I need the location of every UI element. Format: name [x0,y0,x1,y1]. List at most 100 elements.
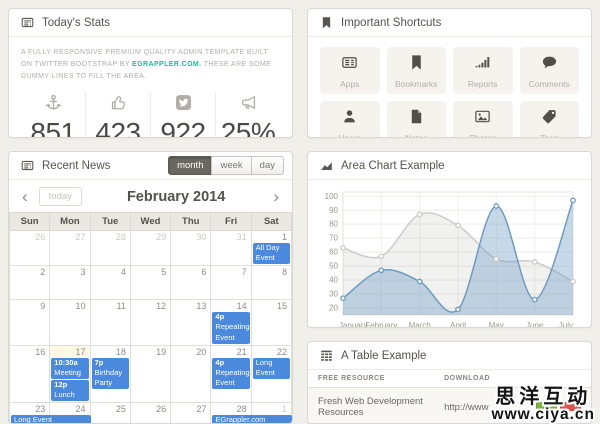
day-number: 1 [281,404,287,415]
day-number: 9 [40,301,46,312]
calendar-day-cell[interactable]: 21 4p Repeating Event [210,344,252,404]
calendar-day-cell[interactable]: 11 [89,299,131,346]
calendar-event[interactable]: 4p Repeating Event [212,312,250,344]
shortcut-reports[interactable]: Reports [453,47,513,94]
calendar-day-cell[interactable]: 26 [129,402,172,423]
chevron-right-icon[interactable]: › [273,187,279,206]
calendar-day-cell[interactable]: 23 Long Event [9,402,91,423]
green-action-button[interactable] [536,402,557,412]
calendar-event[interactable]: Long Event [11,415,91,423]
calendar-day-cell[interactable]: 22 Long Event [250,344,292,404]
calendar-day-cell[interactable]: 20 [170,344,212,404]
day-header: Fri [210,212,252,231]
calendar-event[interactable]: 10:30a Meeting [51,357,89,379]
svg-text:60: 60 [329,248,338,257]
stat-cell: 922 [151,91,216,138]
day-number: 15 [276,301,287,312]
stat-value: 922 [160,116,206,138]
shortcut-label: Bookmarks [394,79,438,89]
shortcut-apps[interactable]: Apps [320,47,380,94]
calendar-day-cell[interactable]: 28 [89,229,131,267]
calendar-day-cell[interactable]: 4 [89,265,131,301]
day-number: 20 [196,346,207,357]
day-number: 2 [40,267,46,278]
calendar-day-cell[interactable]: 28 EGrappler.com [210,402,292,423]
calendar-day-cell[interactable]: 14 4p Repeating Event [210,299,252,346]
calendar-day-cell[interactable]: 6 [170,265,212,301]
calendar-event[interactable]: 4p Repeating Event [212,357,250,389]
svg-text:January: January [339,321,367,328]
svg-text:February: February [365,321,397,328]
calendar-day-cell[interactable]: 27 [49,229,91,267]
day-number: 24 [75,404,86,415]
view-button-month[interactable]: month [168,156,213,175]
calendar-day-cell[interactable]: 29 [129,229,172,267]
calendar-day-cell[interactable]: 10 [49,299,91,346]
view-button-week[interactable]: week [211,156,252,175]
calendar-day-cell[interactable]: 15 [250,299,292,346]
day-number: 27 [75,232,86,242]
shortcut-users[interactable]: Users [320,101,380,137]
calendar-day-cell[interactable]: 2 [9,265,51,301]
shortcut-photos[interactable]: Photos [453,101,513,137]
calendar-day-cell[interactable]: 5 [129,265,172,301]
calendar-event[interactable]: 7p Birthday Party [91,357,129,389]
calendar-day-cell[interactable]: 25 [89,402,131,423]
calendar-day-cell[interactable]: 8 [250,265,292,301]
left-column: Today's Stats A fully responsive premium… [8,8,293,424]
shortcut-comments[interactable]: Comments [519,47,579,94]
recent-news-panel: Recent News month week day ‹ today Februar… [8,151,293,424]
svg-text:100: 100 [325,192,339,201]
day-number: 21 [236,346,247,357]
stats-row: 851 423 922 25% [21,91,280,138]
calendar-event[interactable]: All Day Event [252,243,290,265]
calendar-day-cell[interactable]: 13 [170,299,212,346]
day-number: 7 [241,267,247,278]
calendar-day-cell[interactable]: 26 [9,229,51,267]
today-button[interactable]: today [38,187,82,206]
svg-text:90: 90 [329,206,338,215]
calendar-day-cell[interactable]: 17 10:30a Meeting 12p Lunch [49,344,91,404]
calendar-event[interactable]: 12p Lunch [51,379,89,402]
bookmark-icon [320,16,333,29]
egrappler-link[interactable]: EGrappler.com. [132,60,202,68]
watermark: 思洋互动 www.ciya.cn [492,386,595,423]
shortcut-tags[interactable]: Tags [519,101,579,137]
svg-text:20: 20 [329,304,338,313]
calendar-day-cell[interactable]: 16 [9,344,51,404]
day-number: 28 [236,404,247,415]
calendar-day-cell[interactable]: 7 [210,265,252,301]
shortcuts-panel: Important Shortcuts Apps Bookmarks Reports… [307,8,592,138]
chevron-left-icon[interactable]: ‹ [22,187,28,206]
calendar-event[interactable]: Long Event [252,357,290,379]
calendar-day-cell[interactable]: 1 All Day Event [250,229,292,267]
photos-icon [474,108,491,125]
shortcut-label: Comments [528,79,570,89]
recent-news-header: Recent News month week day [9,152,292,180]
calendar-day-cell[interactable]: 9 [9,299,51,346]
calendar-day-cell[interactable]: 3 [49,265,91,301]
stat-value: 423 [95,116,141,138]
shortcut-grid: Apps Bookmarks Reports Comments Users Notes Ph… [308,37,591,137]
panel-title: Area Chart Example [341,159,445,172]
download-url: http://www [434,387,523,423]
calendar-day-cell[interactable]: 31 [210,229,252,267]
calendar-day-cell[interactable]: 27 [170,402,212,423]
calendar-day-cell[interactable]: 30 [170,229,212,267]
calendar-icon [21,159,34,172]
shortcut-bookmarks[interactable]: Bookmarks [386,47,446,94]
shortcut-notes[interactable]: Notes [386,101,446,137]
calendar-event[interactable]: EGrappler.com [212,415,292,423]
view-button-day[interactable]: day [250,156,284,175]
panel-title: A Table Example [341,349,427,362]
shortcut-label: Apps [340,79,360,89]
day-number: 19 [156,346,167,357]
calendar-day-cell[interactable]: 18 7p Birthday Party [89,344,131,404]
bookmark-icon [408,54,425,71]
chart-icon [320,159,333,172]
calendar-day-cell[interactable]: 19 [129,344,172,404]
day-header: Tue [89,212,131,231]
red-action-button[interactable] [560,402,581,412]
calendar-day-cell[interactable]: 12 [129,299,172,346]
panel-title: Important Shortcuts [341,16,442,29]
